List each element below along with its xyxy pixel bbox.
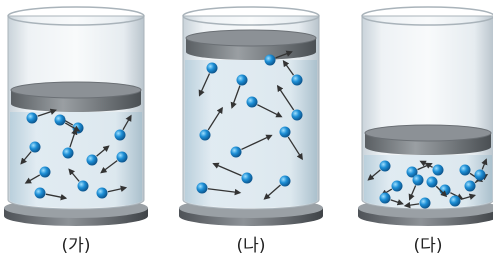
gas-particle [280, 176, 291, 187]
gas-particle [200, 130, 211, 141]
gas-particle [78, 181, 89, 192]
gas-particle [380, 193, 391, 204]
panel-label: (나) [237, 236, 266, 256]
gas-particle [475, 170, 486, 181]
gas-particle [292, 110, 303, 121]
gas-particle [197, 183, 208, 194]
piston-top [11, 82, 141, 98]
gas-particle [115, 130, 126, 141]
gas-particle [27, 113, 38, 124]
gas-particle [117, 152, 128, 163]
gas-particle [292, 75, 303, 86]
panel-label: (가) [62, 236, 91, 256]
gas-particle [97, 188, 108, 199]
gas-particle [280, 127, 291, 138]
gas-particle [465, 181, 476, 192]
gas-particle [231, 147, 242, 158]
gas-particle [63, 148, 74, 159]
gas-particle [392, 181, 403, 192]
piston-top [186, 30, 316, 46]
gas-particle [35, 188, 46, 199]
gas-particle [40, 167, 51, 178]
gas-particle [265, 55, 276, 66]
gas-particle [440, 185, 451, 196]
diagram: (가) (나) (다) [0, 0, 493, 263]
gas-particle [87, 155, 98, 166]
gas-particle [30, 142, 41, 153]
gas-particle [55, 115, 66, 126]
gas-particle [247, 97, 258, 108]
gas-particle [450, 196, 461, 207]
gas-particle [380, 161, 391, 172]
gas-particle [420, 198, 431, 209]
gas-particle [460, 165, 471, 176]
gas-particle [237, 75, 248, 86]
gas-particle [427, 177, 438, 188]
gas-particle [433, 165, 444, 176]
panel-label: (다) [414, 236, 443, 256]
gas-particle [207, 63, 218, 74]
piston-top [365, 125, 491, 141]
gas-particle [413, 175, 424, 186]
gas-particle [242, 173, 253, 184]
